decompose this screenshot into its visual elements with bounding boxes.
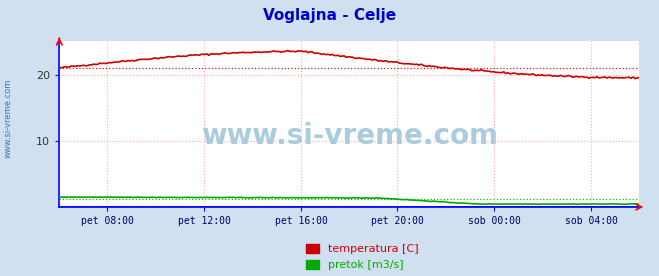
Text: Voglajna - Celje: Voglajna - Celje (263, 8, 396, 23)
Text: www.si-vreme.com: www.si-vreme.com (4, 79, 13, 158)
Legend: temperatura [C], pretok [m3/s]: temperatura [C], pretok [m3/s] (306, 244, 419, 270)
Text: www.si-vreme.com: www.si-vreme.com (201, 122, 498, 150)
